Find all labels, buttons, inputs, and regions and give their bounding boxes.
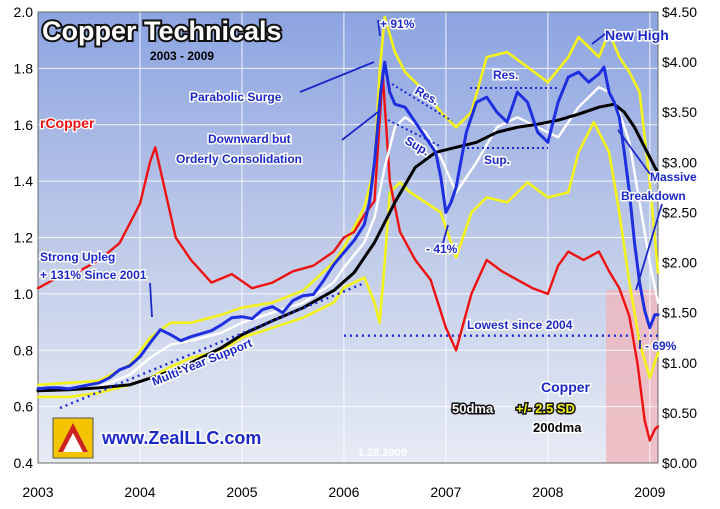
right-tick-label: $0.50 [662,405,697,421]
legend-50dma: 50dma [452,401,494,416]
title-block: Copper Technicals 2003 - 2009 [40,14,284,63]
arrow-breakdown [635,203,663,291]
arrow-upleg [149,282,153,318]
multi-year-support-line [59,282,363,410]
left-tick-label: 2.0 [14,4,34,20]
annotation-consolidation-line1: Downward but [208,132,291,146]
axes: 0.4 0.6 0.8 1.0 1.2 1.4 1.6 1.8 2.0 $0.00 $0.50 $1.… [14,4,698,500]
annotation-drop-41: - 41% [426,242,458,256]
right-tick-label: $4.50 [662,4,697,20]
series-lower-band [36,120,660,399]
annotation-parabolic-surge: Parabolic Surge [190,90,282,104]
left-tick-label: 1.4 [14,173,34,189]
website-label: www.ZealLLC.com [101,428,261,448]
x-tick-label: 2007 [430,484,461,500]
right-tick-label: $4.00 [662,54,697,70]
x-tick-label: 2005 [226,484,257,500]
annotation-surge-pct: + 91% [380,17,415,31]
resistance-line-1 [391,83,453,122]
right-tick-label: $2.00 [662,255,697,271]
x-tick-label: 2003 [22,484,53,500]
annotation-drop-69: - 69% [645,339,677,353]
legend-bands: +/- 2.5 SD [516,401,575,416]
series-50dma [36,85,660,392]
x-tick-label: 2006 [328,484,359,500]
zeal-logo [52,417,94,459]
series-upper-band [36,15,660,387]
plot-border [37,11,659,464]
right-tick-label: $3.00 [662,154,697,170]
arrow-parabolic [299,61,375,93]
left-tick-label: 1.8 [14,60,34,76]
left-axis-label: rCopper [40,115,95,131]
right-tick-label: $2.50 [662,204,697,220]
arrow-massive [617,129,651,175]
left-tick-label: 1.6 [14,117,34,133]
legend: Copper 50dma +/- 2.5 SD 200dma [451,378,593,437]
date-stamp: 1.28.2009 [358,447,407,459]
chart-subtitle: 2003 - 2009 [150,49,214,63]
annotation-arrows [149,19,663,349]
legend-copper: Copper [541,379,591,395]
arrow-surge-pct [377,19,381,37]
legend-200dma: 200dma [533,420,582,435]
right-tick-label: $1.50 [662,305,697,321]
annotation-upleg-line2: + 131% Since 2001 [40,268,147,282]
logo-mark-inner [63,433,83,452]
x-tick-label: 2009 [634,484,665,500]
left-tick-label: 0.8 [14,342,34,358]
left-tick-label: 0.6 [14,399,34,415]
left-tick-label: 1.0 [14,286,34,302]
x-tick-label: 2008 [532,484,563,500]
annotation-sup-2: Sup. [484,153,510,167]
annotation-breakdown: Breakdown [621,189,686,203]
annotation-new-high: New High [605,27,669,43]
annotation-lowest: Lowest since 2004 [467,318,573,332]
series-copper [36,60,660,391]
annotation-massive: Massive [650,170,697,184]
left-tick-label: 0.4 [14,455,34,471]
series-rcopper [36,72,660,442]
arrow-consolidation [341,111,379,141]
right-tick-label: $0.00 [662,455,697,471]
grid [38,12,658,463]
right-tick-label: $1.00 [662,355,697,371]
arrow-drop-41 [442,224,449,244]
series-layer [36,15,660,442]
arrow-new-high [591,33,606,45]
x-tick-label: 2004 [124,484,155,500]
chart-title: Copper Technicals [42,16,282,46]
right-tick-label: $3.50 [662,104,697,120]
left-tick-label: 1.2 [14,230,34,246]
annotation-res-2: Res. [493,68,518,82]
annotation-upleg-line1: Strong Upleg [40,250,115,264]
annotation-consolidation-line2: Orderly Consolidation [176,152,302,166]
